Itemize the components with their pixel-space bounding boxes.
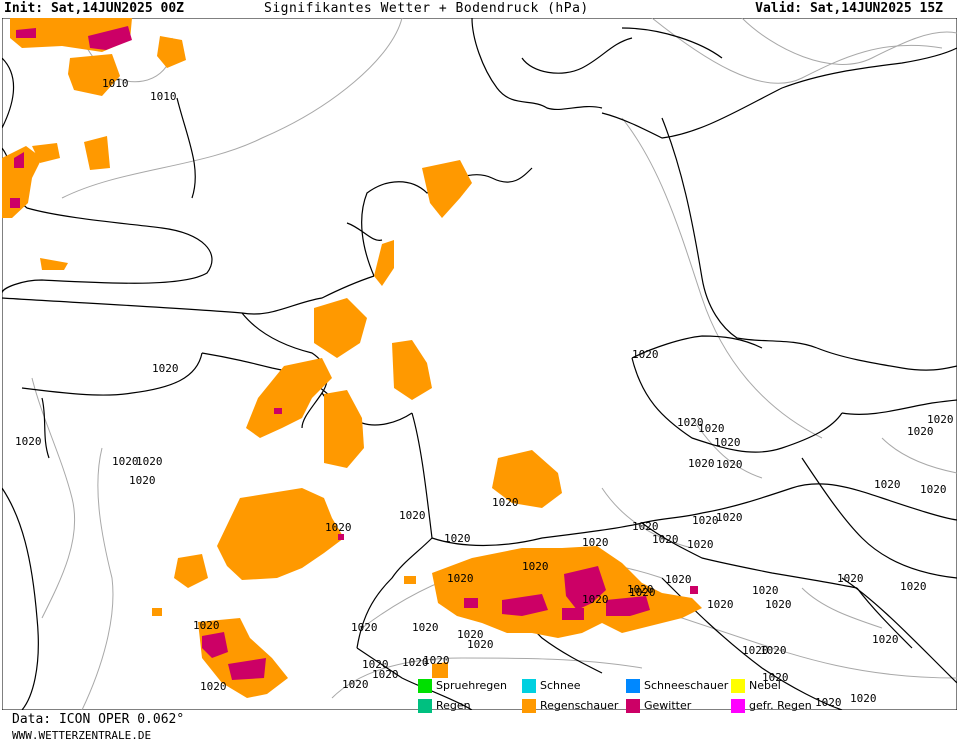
isobar-label: 1020: [467, 638, 494, 651]
isobar-label: 1020: [677, 416, 704, 429]
isobar-label: 1020: [193, 619, 220, 632]
isobar-label: 1020: [362, 658, 389, 671]
legend-label: Regenschauer: [540, 699, 619, 712]
isobar-label: 1020: [687, 538, 714, 551]
weather-map: 1010 1010 1020 1020 1020 1020 1020 1020 …: [2, 18, 957, 710]
isobar-label: 1020: [716, 511, 743, 524]
isobar-label: 1020: [129, 474, 156, 487]
isobar-label: 1020: [200, 680, 227, 693]
legend-label: Spruehregen: [436, 679, 507, 692]
isobar-label: 1020: [760, 644, 787, 657]
website-label: WWW.WETTERZENTRALE.DE: [12, 729, 152, 742]
isobar-label: 1020: [136, 455, 163, 468]
isobar-label: 1020: [629, 586, 656, 599]
legend-label: Nebel: [749, 679, 781, 692]
isobar-label: 1020: [714, 436, 741, 449]
isobar-label: 1020: [372, 668, 399, 681]
isobar-label: 1020: [444, 532, 471, 545]
isobar-label: 1020: [447, 572, 474, 585]
isobar-label: 1020: [907, 425, 934, 438]
isobar-label: 1020: [627, 583, 654, 596]
legend-label: Regen: [436, 699, 471, 712]
legend-swatch: [731, 679, 745, 693]
isobar-label: 1020: [874, 478, 901, 491]
legend-swatch: [522, 679, 536, 693]
isobar-label: 1020: [698, 422, 725, 435]
legend-label: gefr. Regen: [749, 699, 812, 712]
isobar-label: 1020: [632, 520, 659, 533]
isobar-label: 1020: [632, 348, 659, 361]
isobar-label: 1020: [492, 496, 519, 509]
isobar-label: 1020: [457, 628, 484, 641]
legend-swatch: [626, 679, 640, 693]
isobar-label: 1020: [850, 692, 877, 705]
isobar-label: 1020: [765, 598, 792, 611]
data-source-label: Data: ICON OPER 0.062°: [12, 712, 185, 727]
coastlines-borders: [2, 18, 957, 710]
legend-label: Schneeschauer: [644, 679, 729, 692]
isobar-label: 1020: [900, 580, 927, 593]
init-time-label: Init: Sat,14JUN2025 00Z: [4, 1, 185, 16]
isobar-label: 1010: [102, 77, 129, 90]
isobar-label: 1020: [692, 514, 719, 527]
isobar-label: 1020: [688, 457, 715, 470]
isobar-label: 1020: [665, 573, 692, 586]
isobar-label: 1020: [342, 678, 369, 691]
legend-swatch: [626, 699, 640, 713]
isobar-label: 1020: [15, 435, 42, 448]
isobar-label: 1020: [752, 584, 779, 597]
isobar-label: 1020: [582, 536, 609, 549]
isobar-label: 1020: [707, 598, 734, 611]
isobar-label: 1020: [402, 656, 429, 669]
isobar-label: 1020: [112, 455, 139, 468]
isobar-label: 1020: [927, 413, 954, 426]
valid-time-label: Valid: Sat,14JUN2025 15Z: [755, 1, 943, 16]
isobar-label: 1020: [920, 483, 947, 496]
isobar-labels: 1010 1010 1020 1020 1020 1020 1020 1020 …: [15, 77, 954, 709]
isobar-label: 1020: [762, 671, 789, 684]
legend-label: Schnee: [540, 679, 581, 692]
isobar-label: 1020: [815, 696, 842, 709]
isobar-label: 1020: [351, 621, 378, 634]
isobar-label: 1020: [152, 362, 179, 375]
legend-label: Gewitter: [644, 699, 692, 712]
legend-swatch: [418, 679, 432, 693]
isobar-lines: [31, 18, 957, 710]
isobar-label: 1010: [150, 90, 177, 103]
isobar-label: 1020: [399, 509, 426, 522]
thunderstorm-areas: [10, 26, 698, 680]
legend-swatch: [731, 699, 745, 713]
map-title: Signifikantes Wetter + Bodendruck (hPa): [264, 1, 589, 16]
isobar-label: 1020: [325, 521, 352, 534]
legend-swatch: [418, 699, 432, 713]
isobar-label: 1020: [837, 572, 864, 585]
legend-swatch: [522, 699, 536, 713]
isobar-label: 1020: [582, 593, 609, 606]
isobar-label: 1020: [423, 654, 450, 667]
isobar-label: 1020: [412, 621, 439, 634]
isobar-label: 1020: [716, 458, 743, 471]
isobar-label: 1020: [742, 644, 769, 657]
isobar-label: 1020: [522, 560, 549, 573]
isobar-label: 1020: [872, 633, 899, 646]
isobar-label: 1020: [652, 533, 679, 546]
